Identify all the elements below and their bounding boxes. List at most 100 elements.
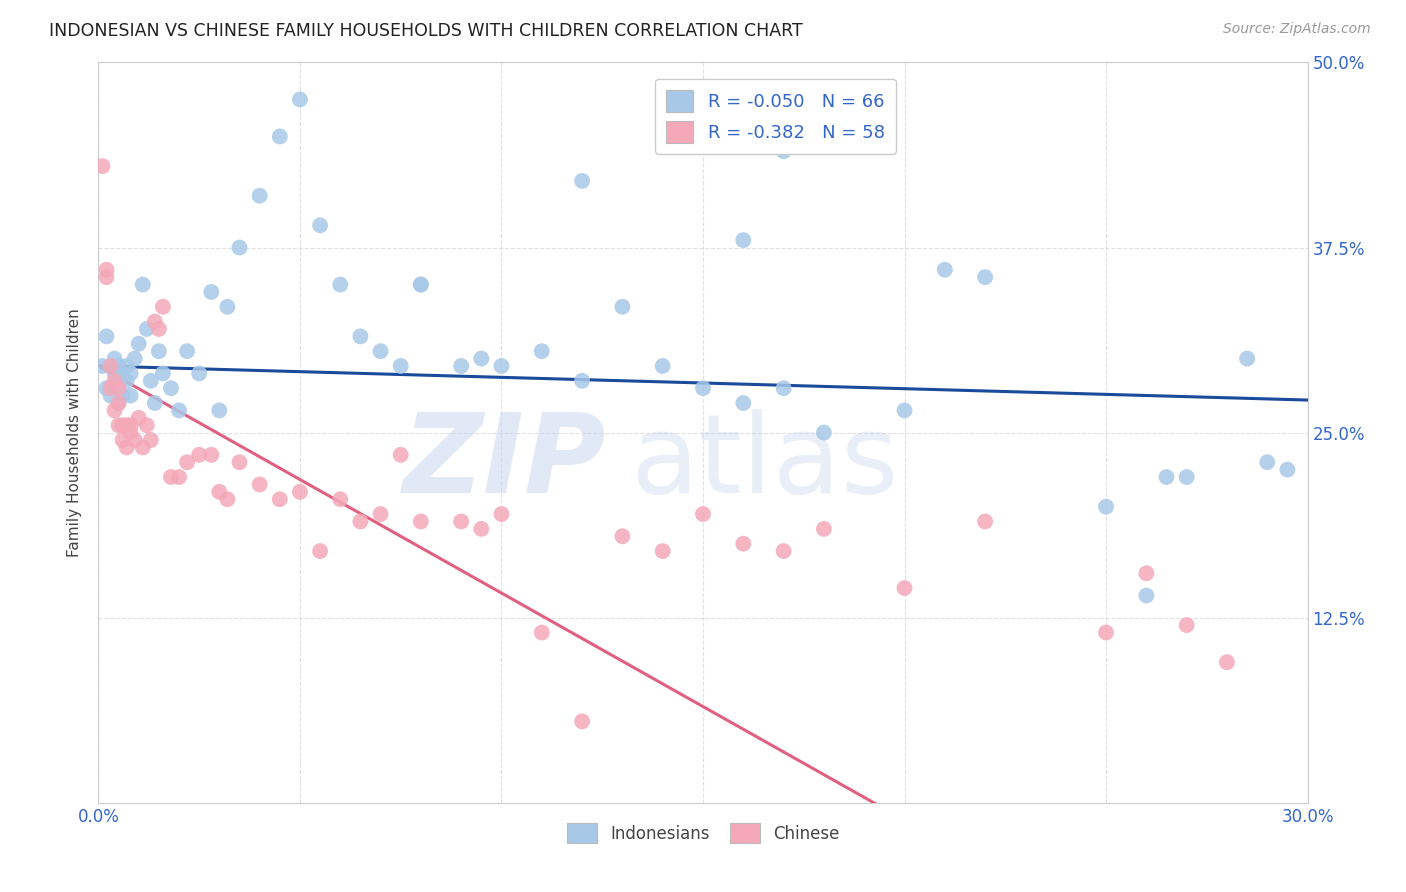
Point (128, 336, 150, 351)
Point (1277, 462, 1299, 476)
Point (349, 515, 371, 529)
Point (103, 351, 125, 366)
Point (651, 359, 673, 373)
Point (107, 396, 129, 410)
Point (107, 418, 129, 433)
Point (139, 433, 162, 447)
Point (100, 359, 122, 373)
Point (389, 359, 412, 373)
Point (450, 359, 472, 373)
Point (228, 455, 250, 469)
Point (491, 507, 513, 521)
Point (288, 484, 311, 499)
Point (208, 403, 231, 417)
Point (143, 314, 166, 328)
Point (389, 448, 412, 462)
Point (1236, 351, 1258, 366)
Point (974, 515, 997, 529)
Point (651, 544, 673, 558)
Point (733, 233, 755, 247)
Point (1216, 655, 1239, 669)
Point (228, 240, 250, 255)
Point (934, 262, 956, 277)
Point (1135, 566, 1157, 581)
Point (200, 448, 222, 462)
Point (370, 507, 392, 521)
Point (409, 277, 432, 292)
Point (450, 515, 472, 529)
Point (309, 544, 332, 558)
Point (612, 300, 634, 314)
Point (132, 441, 155, 455)
Point (103, 367, 125, 381)
Point (692, 507, 714, 521)
Point (733, 536, 755, 550)
Point (612, 529, 634, 543)
Point (107, 374, 129, 388)
Point (132, 277, 155, 292)
Point (152, 367, 174, 381)
Point (120, 388, 142, 402)
Point (167, 403, 190, 417)
Point (409, 515, 432, 529)
Point (135, 322, 157, 336)
Point (96, 381, 118, 395)
Point (115, 374, 138, 388)
Point (249, 188, 271, 202)
Point (120, 418, 142, 433)
Text: atlas: atlas (630, 409, 898, 516)
Point (152, 300, 174, 314)
Point (103, 374, 125, 388)
Point (217, 492, 239, 507)
Point (974, 270, 997, 285)
Point (813, 425, 835, 440)
Point (91, 359, 114, 373)
Point (571, 174, 593, 188)
Point (772, 145, 794, 159)
Point (288, 92, 311, 106)
Point (217, 300, 239, 314)
Point (188, 448, 211, 462)
Point (1175, 470, 1198, 484)
Point (893, 581, 915, 595)
Point (96, 262, 118, 277)
Point (772, 381, 794, 395)
Point (135, 418, 157, 433)
Point (349, 329, 371, 343)
Point (148, 322, 170, 336)
Point (188, 367, 211, 381)
Point (107, 381, 129, 395)
Point (772, 544, 794, 558)
Text: INDONESIAN VS CHINESE FAMILY HOUSEHOLDS WITH CHILDREN CORRELATION CHART: INDONESIAN VS CHINESE FAMILY HOUSEHOLDS … (49, 22, 803, 40)
Point (96, 270, 118, 285)
Point (107, 396, 129, 410)
Point (107, 359, 129, 373)
Point (100, 381, 122, 395)
Point (115, 418, 138, 433)
Point (329, 277, 352, 292)
Point (124, 351, 146, 366)
Point (370, 344, 392, 359)
Point (115, 441, 138, 455)
Point (120, 367, 142, 381)
Point (115, 359, 138, 373)
Point (120, 425, 142, 440)
Point (1175, 618, 1198, 632)
Point (100, 388, 122, 402)
Point (571, 374, 593, 388)
Point (176, 455, 198, 469)
Text: ZIP: ZIP (402, 409, 606, 516)
Point (160, 381, 183, 395)
Point (1156, 470, 1178, 484)
Point (111, 367, 134, 381)
Point (269, 129, 291, 144)
Point (148, 344, 170, 359)
Point (571, 714, 593, 729)
Point (470, 351, 492, 366)
Point (143, 396, 166, 410)
Point (269, 492, 291, 507)
Point (100, 359, 122, 373)
Point (249, 477, 271, 491)
Point (813, 522, 835, 536)
Point (491, 359, 513, 373)
